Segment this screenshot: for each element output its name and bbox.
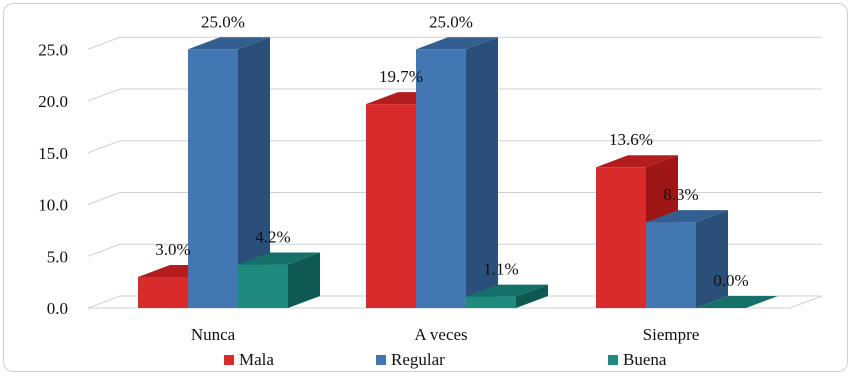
legend-swatch bbox=[608, 355, 618, 365]
bar bbox=[138, 276, 188, 308]
data-label: 4.2% bbox=[255, 228, 290, 247]
x-category-label: Siempre bbox=[643, 325, 700, 344]
bar bbox=[366, 104, 416, 308]
bar-top bbox=[416, 37, 498, 50]
gridline-depth-5 bbox=[87, 36, 121, 50]
gridline-depth-0 bbox=[87, 295, 121, 309]
bar-top bbox=[596, 155, 678, 168]
gridline-depth-4 bbox=[87, 88, 121, 102]
bar-side bbox=[288, 252, 320, 308]
data-label: 25.0% bbox=[429, 12, 473, 31]
bar-top bbox=[466, 284, 548, 297]
bar bbox=[466, 296, 516, 308]
data-label: 19.7% bbox=[379, 67, 423, 86]
gridline-depth-1 bbox=[87, 243, 121, 257]
legend-label: Buena bbox=[623, 350, 667, 369]
data-label: 13.6% bbox=[609, 130, 653, 149]
y-tick-label: 10.0 bbox=[38, 196, 68, 215]
bar-side bbox=[466, 37, 498, 308]
bar-top bbox=[238, 252, 320, 265]
floor-right-edge bbox=[789, 295, 823, 309]
data-label: 0.0% bbox=[713, 271, 748, 290]
bar bbox=[238, 264, 288, 308]
bar bbox=[596, 167, 646, 308]
y-tick-label: 20.0 bbox=[38, 92, 68, 111]
data-label: 3.0% bbox=[155, 240, 190, 259]
y-tick-label: 25.0 bbox=[38, 40, 68, 59]
gridline-depth-2 bbox=[87, 192, 121, 205]
gridline-depth-3 bbox=[87, 140, 121, 154]
x-category-label: Nunca bbox=[191, 325, 236, 344]
data-label: 1.1% bbox=[483, 260, 518, 279]
bar-top bbox=[188, 37, 270, 50]
bar bbox=[646, 222, 696, 308]
bar-side bbox=[696, 210, 728, 308]
bar bbox=[416, 49, 466, 308]
legend-label: Regular bbox=[391, 350, 445, 369]
bar-top bbox=[696, 296, 778, 308]
legend-swatch bbox=[376, 355, 386, 365]
legend-label: Mala bbox=[239, 350, 274, 369]
x-category-label: A veces bbox=[414, 325, 467, 344]
y-tick-label: 0.0 bbox=[47, 299, 68, 318]
bar bbox=[188, 49, 238, 308]
y-tick-label: 5.0 bbox=[47, 247, 68, 266]
data-label: 25.0% bbox=[201, 12, 245, 31]
bar-side bbox=[516, 284, 548, 308]
bar-top bbox=[646, 210, 728, 223]
y-tick-label: 15.0 bbox=[38, 144, 68, 163]
legend-swatch bbox=[224, 355, 234, 365]
data-label: 8.3% bbox=[663, 185, 698, 204]
bar-side bbox=[238, 37, 270, 308]
